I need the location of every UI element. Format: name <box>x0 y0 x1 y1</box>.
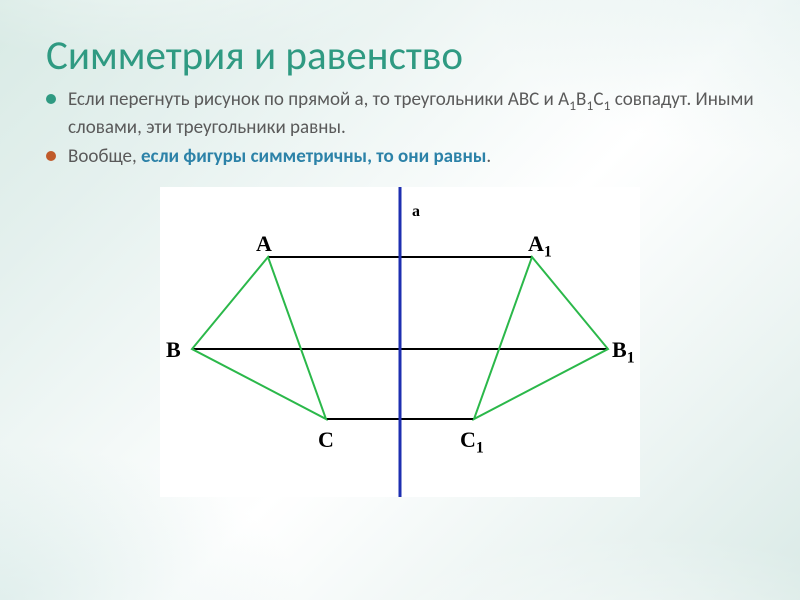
label-C1: C1 <box>460 427 484 457</box>
bullet-text: Вообще, <box>68 145 141 168</box>
bullet-text: . <box>486 145 491 168</box>
axis-label: a <box>412 203 420 221</box>
label-main: C <box>318 427 334 452</box>
label-sub: 1 <box>476 440 484 457</box>
label-main: A <box>528 231 544 256</box>
label-sub: 1 <box>544 244 552 261</box>
slide-title: Симметрия и равенство <box>46 34 754 79</box>
label-B1: B1 <box>612 337 635 367</box>
bullet-text: С <box>593 88 603 111</box>
slide-content: Симметрия и равенство Если перегнуть рис… <box>0 0 800 497</box>
label-C: C <box>318 427 334 457</box>
label-A1: A1 <box>528 231 552 261</box>
bullet-emph: если фигуры симметричны, то они равны <box>141 145 486 168</box>
label-main: C <box>460 427 476 452</box>
triangle-abc <box>192 257 326 419</box>
label-A: A <box>256 231 272 261</box>
bullet-text: Если перегнуть рисунок по прямой а, то т… <box>68 88 569 111</box>
bullet-item: Вообще, если фигуры симметричны, то они … <box>46 144 754 169</box>
label-main: A <box>256 231 272 256</box>
bullet-text: В <box>576 88 586 111</box>
label-main: B <box>612 337 627 362</box>
bullet-list: Если перегнуть рисунок по прямой а, то т… <box>46 87 754 169</box>
label-sub: 1 <box>627 350 635 367</box>
diagram-svg <box>160 187 640 497</box>
triangle-a1b1c1 <box>474 257 608 419</box>
bullet-sub: 1 <box>569 97 576 114</box>
slide: Симметрия и равенство Если перегнуть рис… <box>0 0 800 600</box>
bullet-item: Если перегнуть рисунок по прямой а, то т… <box>46 87 754 140</box>
label-main: B <box>166 337 181 362</box>
geometry-diagram: a A B C A1 B1 C1 <box>160 187 640 497</box>
label-B: B <box>166 337 181 367</box>
